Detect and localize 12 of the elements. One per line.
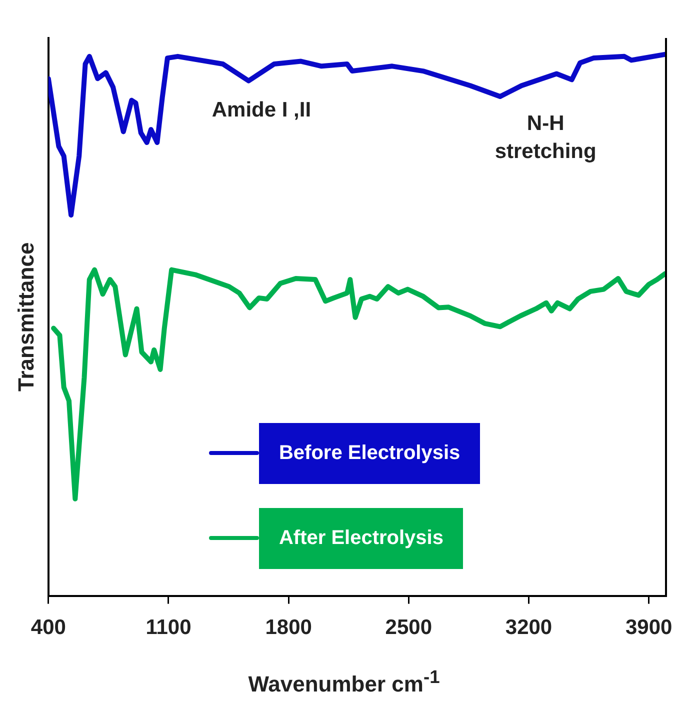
x-tick-label: 400 <box>30 616 66 640</box>
x-tick-label: 2500 <box>385 616 432 640</box>
x-tick-label: 1100 <box>146 616 192 640</box>
y-axis-title: Transmittance <box>13 242 38 392</box>
x-tick-label: 3200 <box>505 616 552 640</box>
legend-label: After Electrolysis <box>258 508 464 569</box>
x-tick-label: 1800 <box>265 616 312 640</box>
x-tick-label: 3900 <box>625 616 672 640</box>
legend-label: Before Electrolysis <box>258 422 480 484</box>
annotation: Amide I ,II <box>212 98 312 122</box>
x-axis-title: Wavenumber cm$^{-1}$ <box>247 666 441 698</box>
annotation: N-H stretching <box>494 112 596 164</box>
